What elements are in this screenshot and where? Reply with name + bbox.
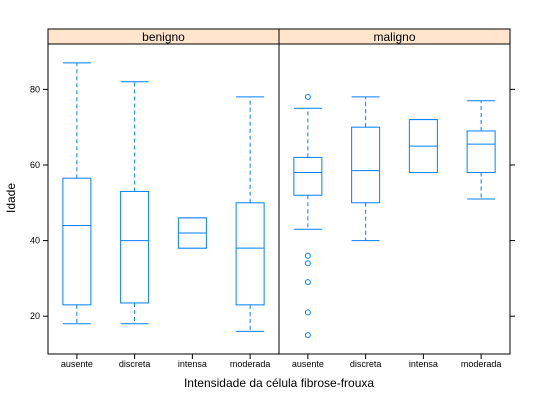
panel-benigno: benigno ausente discreta intensa moderada	[47, 28, 280, 369]
box-ausente	[62, 62, 92, 325]
box-ausente	[293, 93, 323, 339]
left-y-axis: 20 40 60 80	[30, 84, 48, 321]
y-tick-label: 80	[30, 84, 40, 94]
panel-strip-label: maligno	[373, 30, 415, 44]
outlier-point	[304, 309, 311, 316]
x-tick-label: moderada	[230, 359, 271, 369]
box-moderada	[466, 100, 496, 200]
y-tick-label: 20	[30, 311, 40, 321]
box-discreta	[351, 96, 381, 242]
panel-frame	[278, 43, 511, 355]
y-tick-label: 60	[30, 160, 40, 170]
right-y-axis	[510, 88, 515, 317]
outlier-point	[304, 279, 311, 286]
outlier-point	[304, 93, 311, 100]
x-tick-label: intensa	[178, 359, 207, 369]
outlier-point	[304, 252, 311, 259]
y-tick-label: 40	[30, 236, 40, 246]
box-iqr	[351, 126, 381, 204]
box-iqr	[235, 202, 265, 306]
x-tick-label: discreta	[119, 359, 151, 369]
box-moderada	[235, 96, 265, 332]
x-tick-label: ausente	[292, 359, 324, 369]
outlier-point	[304, 260, 311, 267]
panel-maligno: maligno ausente discreta intensa moderada	[278, 28, 511, 369]
box-iqr	[293, 156, 323, 196]
x-axis-label: Intensidade da célula fibrose-frouxa	[184, 376, 374, 390]
panel-strip-label: benigno	[142, 30, 185, 44]
box-iqr	[62, 177, 92, 306]
x-tick-label: ausente	[61, 359, 93, 369]
outlier-point	[304, 332, 311, 339]
box-intensa	[408, 119, 438, 174]
y-axis-label: Idade	[4, 183, 18, 213]
box-discreta	[120, 81, 150, 325]
box-iqr	[466, 130, 496, 174]
box-iqr	[120, 190, 150, 304]
x-tick-label: discreta	[350, 359, 382, 369]
x-tick-label: moderada	[461, 359, 502, 369]
box-intensa	[177, 217, 207, 249]
x-tick-label: intensa	[409, 359, 438, 369]
